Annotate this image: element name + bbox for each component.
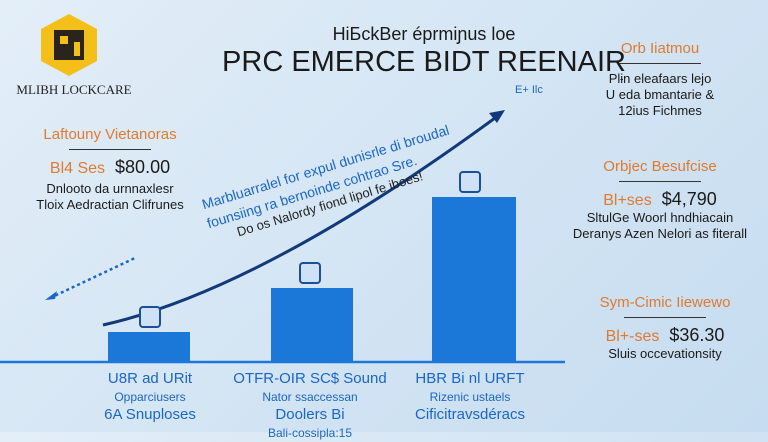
panel-text: U eda bmantarie & [605, 87, 715, 102]
price-value: $36.30 [669, 325, 725, 345]
panel-heading: Laftouny Vietanoras [43, 126, 177, 143]
page-title: PRC EMERCE BIDT REENAIR [222, 46, 626, 78]
logo-icon [41, 14, 97, 76]
bar [108, 332, 190, 362]
brand-name: MLIBH LOCKCARE [16, 82, 132, 97]
device-icon [299, 262, 321, 284]
subtitle: HiБckBer éprmiɲus loe [332, 24, 516, 44]
divider [619, 181, 701, 182]
right-panel-2: Orbjec Besufcise Bl+ses $4,790 SltulGe Wo… [560, 158, 760, 242]
divider [69, 149, 151, 150]
bar-text: Bali-cossipla:15 [267, 426, 353, 440]
panel-heading: Sym-Cimic Ііеwewo [599, 294, 731, 311]
machine-icon [139, 306, 161, 328]
price-label: Bl+-ses [605, 328, 660, 345]
panel-text: Deranys Azen Nelori as fiterall [572, 226, 748, 241]
bar [271, 288, 353, 362]
panel-heading: Orbjec Besufcise [603, 158, 717, 175]
divider [624, 317, 706, 318]
bar-title: U8R ad URit [107, 370, 193, 387]
bar [432, 197, 516, 362]
bar-text: 6A Snuploses [104, 406, 196, 423]
price-label: Bl4 Ses [49, 160, 106, 177]
right-panel-3: Sym-Cimic Ііеwewo Bl+-ses $36.30 Sluis oc… [580, 294, 750, 362]
price-row: Bl+-ses $36.30 [580, 325, 750, 346]
arrow-label: E+ Ilc [515, 84, 543, 96]
bar-label: HBR Bi nl URFT Rizenic ustaels Cificitravs… [380, 370, 560, 424]
panel-text: Plɨn eleafaars lejo [608, 71, 712, 86]
panel-text: SltulGe Woorl hndhiacain [586, 210, 734, 225]
price-value: $4,790 [661, 189, 717, 209]
price-row: Bl4 Ses $80.00 [20, 157, 200, 178]
bar-label: U8R ad URit Opparciusers 6A Snuploses [60, 370, 240, 424]
bar-label: OTFR-OIR SC$ Sound Nator ssaccessan Dooler… [220, 370, 400, 442]
panel-text: Tloix Aedractian Clifrunes [36, 197, 184, 212]
arrow-head-icon [489, 110, 505, 123]
bar-text: Opparciusers [114, 390, 186, 404]
price-row: Bl+ses $4,790 [560, 189, 760, 210]
price-label: Bl+ses [603, 192, 652, 209]
bar-text: Rizenic ustaels [429, 390, 511, 404]
panel-heading: Orb Ііatmou [620, 40, 700, 57]
price-value: $80.00 [115, 157, 171, 177]
panel-text: Sluis occevationsity [608, 346, 722, 361]
bar-text: Nator ssaccessan [262, 390, 358, 404]
growth-curve [0, 110, 565, 364]
panel-text: Dnlooto da urnnaxlesr [46, 181, 174, 196]
bar-title: HBR Bi nl URFT [415, 370, 525, 387]
bar-text: Doolers Bi [275, 406, 345, 423]
bar-text: Cificitravsdéracs [414, 406, 526, 423]
robot-icon [459, 171, 481, 193]
divider [619, 63, 701, 64]
right-panel-1: Orb Ііatmou Plɨn eleafaars lejo U eda bm… [580, 40, 740, 119]
left-panel: Laftouny Vietanoras Bl4 Ses $80.00 Dnloot… [20, 126, 200, 213]
bar-title: OTFR-OIR SC$ Sound [233, 370, 387, 387]
panel-text: 12ius Fichmes [618, 103, 702, 118]
